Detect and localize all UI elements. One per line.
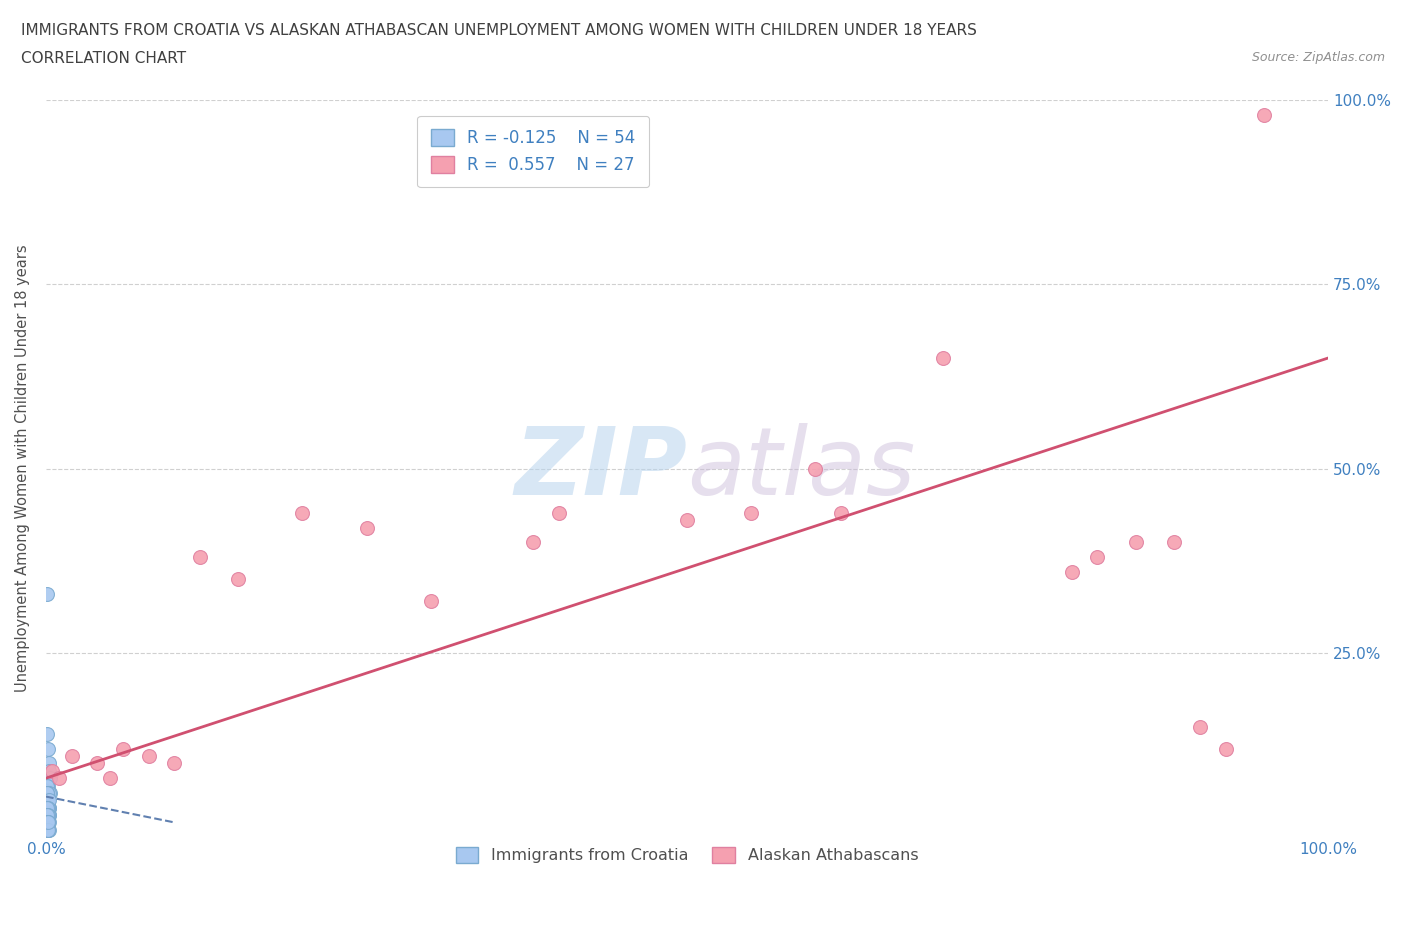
Point xyxy=(86,756,108,771)
Point xyxy=(37,807,59,822)
Point xyxy=(38,800,60,815)
Point xyxy=(1188,719,1211,734)
Point xyxy=(37,786,59,801)
Point xyxy=(356,520,378,535)
Point xyxy=(37,815,59,830)
Point xyxy=(37,822,59,837)
Point xyxy=(37,815,59,830)
Point xyxy=(35,587,58,602)
Point xyxy=(38,786,60,801)
Point xyxy=(98,771,121,786)
Point xyxy=(676,512,699,527)
Point xyxy=(830,505,852,520)
Point xyxy=(37,778,59,793)
Point xyxy=(35,807,58,822)
Point xyxy=(37,800,59,815)
Point xyxy=(932,351,955,365)
Point xyxy=(48,771,70,786)
Point xyxy=(37,800,59,815)
Point xyxy=(35,792,58,807)
Point xyxy=(60,749,83,764)
Point xyxy=(37,800,59,815)
Point xyxy=(35,800,58,815)
Point xyxy=(35,792,58,807)
Point xyxy=(138,749,160,764)
Point xyxy=(38,807,60,822)
Point xyxy=(1125,535,1147,550)
Point xyxy=(1253,107,1275,122)
Point xyxy=(37,822,59,837)
Point xyxy=(37,792,59,807)
Point xyxy=(38,756,60,771)
Point xyxy=(41,764,63,778)
Point xyxy=(1060,565,1083,579)
Point xyxy=(37,807,59,822)
Y-axis label: Unemployment Among Women with Children Under 18 years: Unemployment Among Women with Children U… xyxy=(15,245,30,693)
Point xyxy=(35,792,58,807)
Point xyxy=(37,792,59,807)
Text: CORRELATION CHART: CORRELATION CHART xyxy=(21,51,186,66)
Text: atlas: atlas xyxy=(688,423,915,514)
Point xyxy=(38,786,60,801)
Point xyxy=(38,800,60,815)
Point xyxy=(35,807,58,822)
Point xyxy=(37,807,59,822)
Point xyxy=(38,822,60,837)
Point xyxy=(37,822,59,837)
Point xyxy=(37,807,59,822)
Point xyxy=(804,461,827,476)
Legend: Immigrants from Croatia, Alaskan Athabascans: Immigrants from Croatia, Alaskan Athabas… xyxy=(450,841,925,870)
Point xyxy=(1085,550,1108,565)
Point xyxy=(35,800,58,815)
Point xyxy=(37,815,59,830)
Point xyxy=(37,807,59,822)
Point xyxy=(226,572,249,587)
Point xyxy=(37,800,59,815)
Point xyxy=(35,778,58,793)
Point xyxy=(37,822,59,837)
Point xyxy=(419,593,441,608)
Point xyxy=(522,535,544,550)
Point xyxy=(37,815,59,830)
Point xyxy=(37,822,59,837)
Point xyxy=(37,786,59,801)
Point xyxy=(547,505,569,520)
Text: IMMIGRANTS FROM CROATIA VS ALASKAN ATHABASCAN UNEMPLOYMENT AMONG WOMEN WITH CHIL: IMMIGRANTS FROM CROATIA VS ALASKAN ATHAB… xyxy=(21,23,977,38)
Point xyxy=(37,741,59,756)
Point xyxy=(37,786,59,801)
Text: ZIP: ZIP xyxy=(515,422,688,514)
Point xyxy=(37,815,59,830)
Point xyxy=(1215,741,1237,756)
Point xyxy=(35,815,58,830)
Point xyxy=(37,792,59,807)
Point xyxy=(37,815,59,830)
Point xyxy=(38,815,60,830)
Point xyxy=(111,741,134,756)
Point xyxy=(38,771,60,786)
Point xyxy=(37,800,59,815)
Point xyxy=(37,726,59,741)
Point xyxy=(163,756,186,771)
Point xyxy=(37,786,59,801)
Point xyxy=(38,764,60,778)
Point xyxy=(38,807,60,822)
Point xyxy=(740,505,762,520)
Point xyxy=(188,550,211,565)
Text: Source: ZipAtlas.com: Source: ZipAtlas.com xyxy=(1251,51,1385,64)
Point xyxy=(38,792,60,807)
Point xyxy=(1163,535,1185,550)
Point xyxy=(291,505,314,520)
Point xyxy=(35,771,58,786)
